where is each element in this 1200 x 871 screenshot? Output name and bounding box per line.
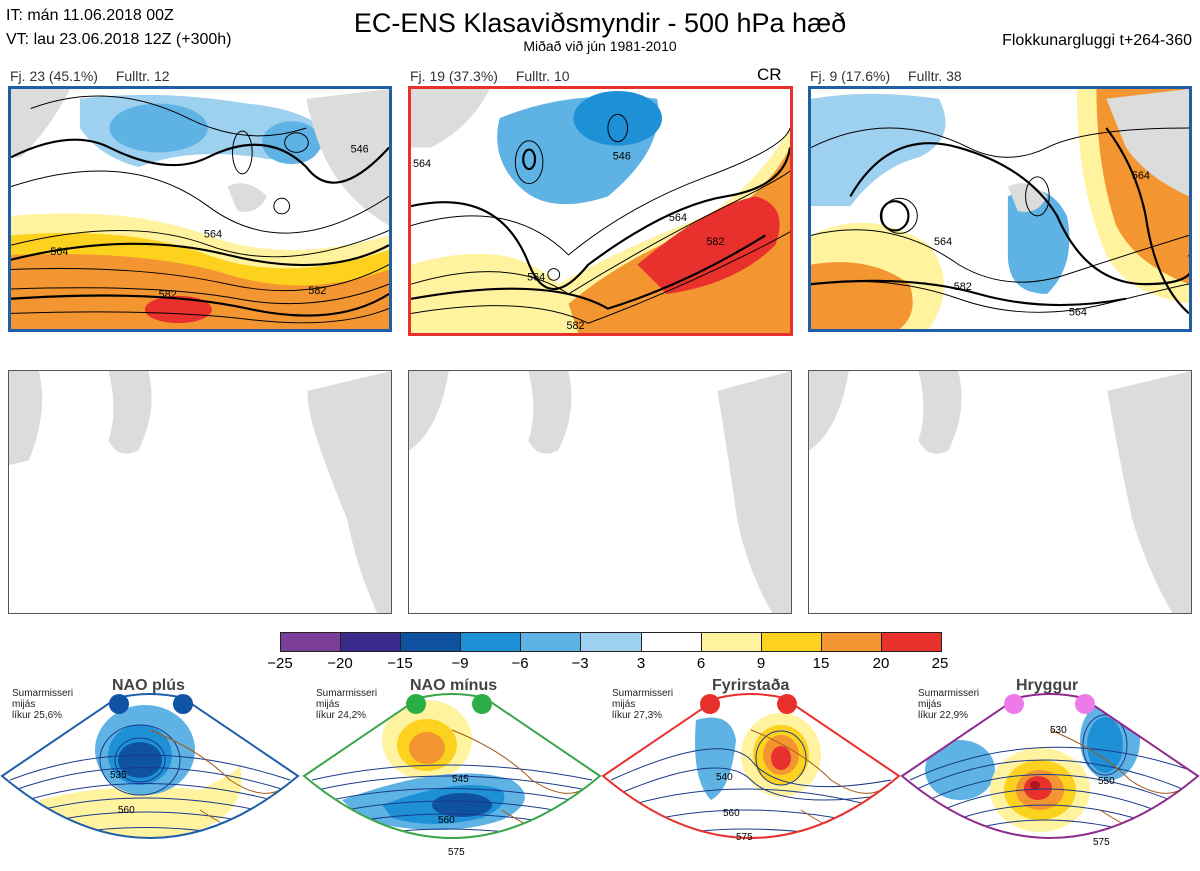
regime-1-label: 535: [110, 770, 127, 781]
colorbar-tick: −25: [267, 655, 293, 672]
colorbar-tick: 20: [872, 655, 890, 672]
cluster-3-contour-label: 582: [954, 281, 972, 293]
cluster-2-contour-label: 546: [613, 150, 631, 162]
colorbar-tick: −3: [571, 655, 589, 672]
cluster-3-header: Fj. 9 (17.6%) Fulltr. 38: [810, 68, 976, 84]
cluster-1-contour-label: 582: [308, 285, 326, 297]
classification-window: Flokkunargluggi t+264-360: [1002, 32, 1192, 49]
colorbar-swatch: [581, 633, 642, 651]
page-title: EC-ENS Klasaviðsmyndir - 500 hPa hæð: [353, 8, 847, 38]
cluster-2-contour-label: 582: [567, 320, 585, 332]
cluster-2-header: Fj. 19 (37.3%) Fulltr. 10: [410, 68, 584, 84]
colorbar-swatch: [341, 633, 402, 651]
cluster-3-count: Fj. 9 (17.6%): [810, 68, 891, 84]
cluster-2-contour-label: 582: [706, 236, 724, 248]
cluster-2-contour-label: 564: [669, 212, 687, 224]
cluster-3-rep: Fulltr. 38: [908, 68, 962, 84]
regime-2-name: NAO mínus: [410, 677, 498, 694]
colorbar-ticks: −25 −20 −15 −9 −6 −3 3 6 9 15 20 25: [0, 655, 1200, 675]
colorbar-swatch: [401, 633, 462, 651]
regime-2-label: 575: [448, 847, 465, 858]
colorbar-tick: −9: [451, 655, 469, 672]
regime-2-label: 560: [438, 815, 455, 826]
cluster-1-contour-label: 564: [204, 228, 222, 240]
regime-1-dot-west: [109, 694, 129, 714]
cluster-2-rep: Fulltr. 10: [515, 68, 570, 84]
regime-1-name: NAO plús: [112, 677, 185, 694]
regime-3-note: Sumarmisseri mijás líkur 27,3%: [612, 688, 674, 721]
colorbar-tick: −20: [327, 655, 353, 672]
regime-2-fan: 545 560 575: [302, 690, 602, 868]
colorbar-swatch: [641, 633, 702, 651]
colorbar-tick: 25: [931, 655, 949, 672]
colorbar-swatch: [521, 633, 582, 651]
colorbar-swatch: [881, 633, 942, 651]
cluster-2-count: Fj. 19 (37.3%): [410, 68, 498, 84]
init-time: IT: mán 11.06.2018 00Z: [6, 7, 174, 24]
regime-3-dot-east: [777, 694, 797, 714]
cluster-3-contour-label: 564: [1069, 306, 1087, 318]
regime-4-label: 575: [1093, 837, 1110, 848]
colorbar-swatch: [281, 633, 342, 651]
regime-1-note: Sumarmisseri mijás líkur 25,6%: [12, 688, 74, 721]
regime-2-label: 545: [452, 774, 469, 785]
cluster-1-contour-label: 582: [159, 289, 177, 301]
colorbar-tick: −6: [511, 655, 529, 672]
regime-4-label: 550: [1098, 776, 1115, 787]
regime-1-label: 560: [118, 805, 135, 816]
colorbar-tick: 15: [812, 655, 830, 672]
regime-3-label: 540: [716, 772, 733, 783]
colorbar-swatch: [821, 633, 882, 651]
page-subtitle: Miðað við jún 1981-2010: [523, 38, 677, 54]
valid-time: VT: lau 23.06.2018 12Z (+300h): [6, 31, 232, 48]
cluster-3-contour-label: 564: [934, 236, 952, 248]
cluster-1-map: 564 564 582 582 546: [8, 86, 392, 332]
cluster-2-badge: CR: [757, 65, 782, 84]
colorbar-tick: 3: [636, 655, 646, 672]
cluster-3-contour-label: 564: [1132, 170, 1150, 182]
colorbar-tick: 6: [696, 655, 706, 672]
regime-4-fan: 530 550 575: [900, 690, 1200, 868]
cluster-1-contour-label: 546: [351, 143, 369, 155]
cluster-1-count: Fj. 23 (45.1%): [10, 68, 98, 84]
colorbar-swatch: [701, 633, 762, 651]
colorbar: [280, 632, 942, 652]
regime-4-dot-west: [1004, 694, 1024, 714]
regime-1-fan: 535 560: [0, 690, 300, 868]
colorbar-tick: 9: [756, 655, 766, 672]
cluster-2-contour-label: 564: [413, 158, 431, 170]
colorbar-tick: −15: [387, 655, 413, 672]
regime-3-dot-west: [700, 694, 720, 714]
cluster-1-rep: Fulltr. 12: [115, 68, 170, 84]
regime-3-label: 575: [736, 832, 753, 843]
regime-2-note: Sumarmisseri mijás líkur 24,2%: [316, 688, 378, 721]
colorbar-swatch: [461, 633, 522, 651]
cluster-2-anomaly-map: [408, 370, 792, 614]
cluster-1-header: Fj. 23 (45.1%) Fulltr. 12: [10, 68, 184, 84]
cluster-3-map: 564 582 564 564: [808, 86, 1192, 332]
cluster-1-contour-label: 564: [50, 246, 68, 258]
cluster-2-contour-label: 564: [527, 271, 545, 283]
regime-4-note: Sumarmisseri mijás líkur 22,9%: [918, 688, 980, 721]
regime-2-dot-east: [472, 694, 492, 714]
regime-4-label: 530: [1050, 725, 1067, 736]
cluster-3-anomaly-map: [808, 370, 1192, 614]
regime-3-fan: 540 560 575: [601, 690, 901, 868]
regime-3-label: 560: [723, 808, 740, 819]
cluster-1-anomaly-map: [8, 370, 392, 614]
colorbar-swatch: [761, 633, 822, 651]
regime-4-name: Hryggur: [1016, 677, 1079, 694]
regime-4-dot-east: [1075, 694, 1095, 714]
regime-3-name: Fyrirstaða: [712, 677, 790, 694]
regime-2-dot-west: [406, 694, 426, 714]
cluster-2-map: 546 564 564 582 564 582: [408, 86, 793, 336]
regime-1-dot-east: [173, 694, 193, 714]
